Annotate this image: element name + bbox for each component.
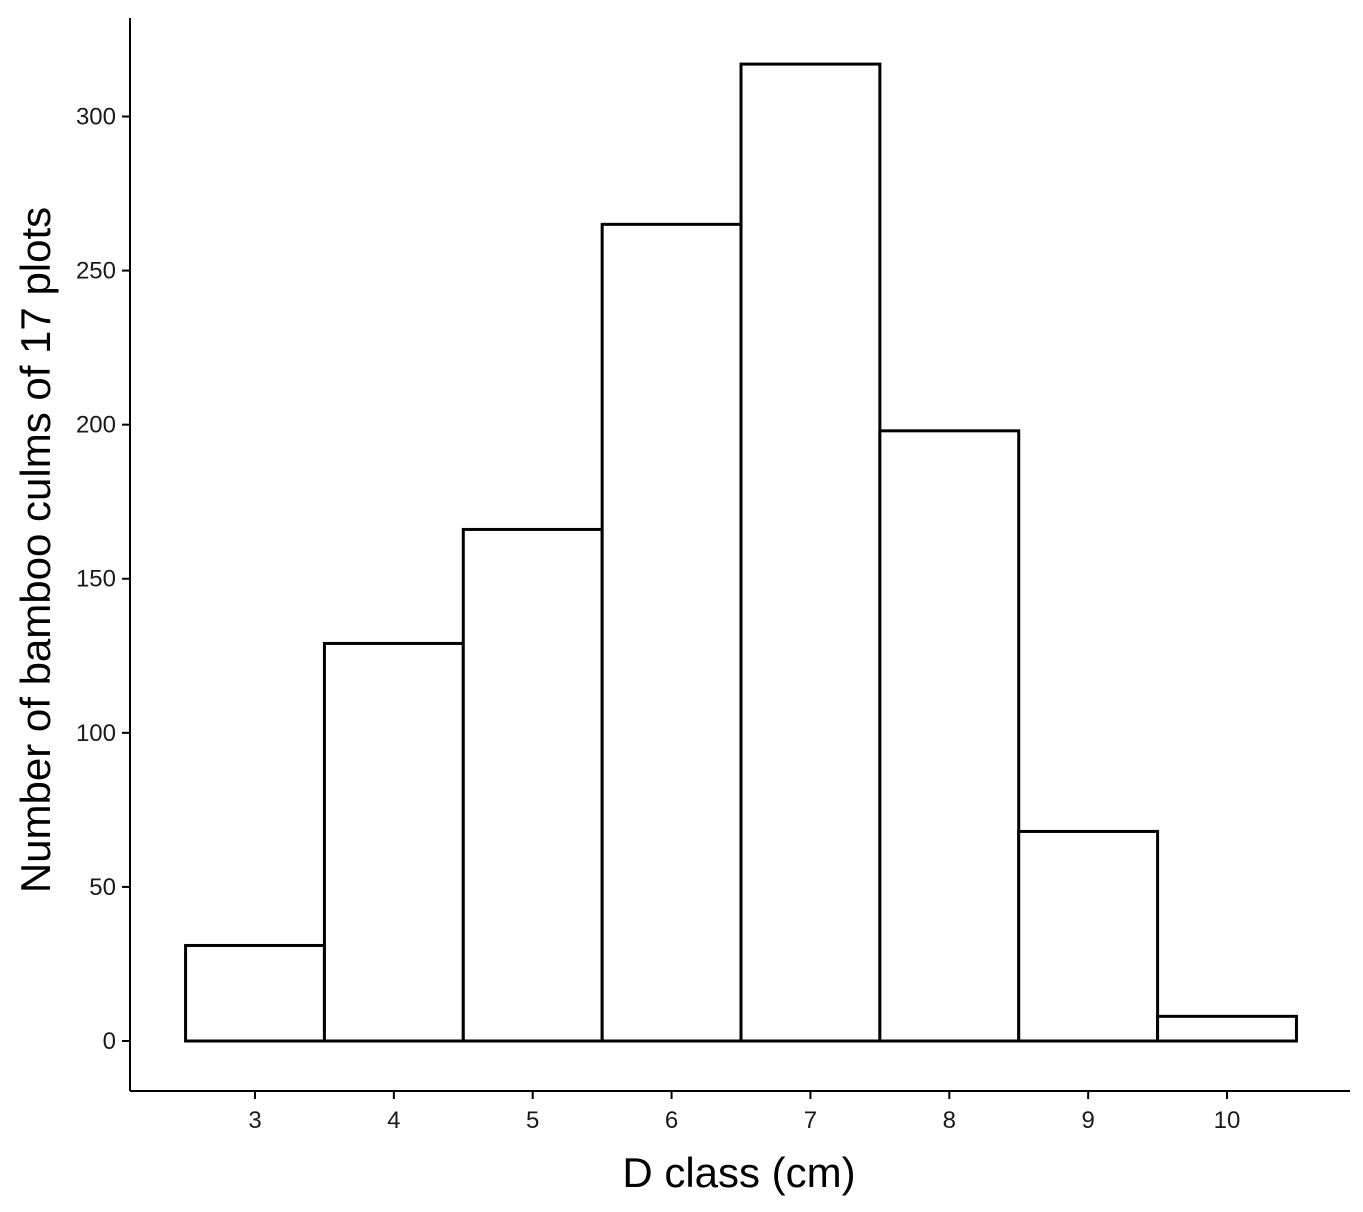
y-tick-label-0: 0 bbox=[103, 1028, 116, 1055]
y-tick-label-50: 50 bbox=[89, 874, 116, 901]
bar-9 bbox=[1017, 829, 1160, 1043]
bar-6 bbox=[600, 222, 743, 1043]
x-tick-label-8: 8 bbox=[943, 1107, 956, 1134]
y-tick-label-250: 250 bbox=[76, 258, 116, 285]
y-axis-title: Number of bamboo culms of 17 plots bbox=[12, 207, 59, 893]
y-tick-label-200: 200 bbox=[76, 412, 116, 439]
x-tick-label-10: 10 bbox=[1214, 1107, 1241, 1134]
x-tick-label-4: 4 bbox=[387, 1107, 400, 1134]
bar-7 bbox=[739, 62, 882, 1043]
bar-8 bbox=[878, 429, 1021, 1043]
bars bbox=[184, 62, 1298, 1043]
bar-3 bbox=[184, 943, 326, 1043]
y-tick-label-100: 100 bbox=[76, 720, 116, 747]
y-tick-label-150: 150 bbox=[76, 566, 116, 593]
bar-4 bbox=[322, 641, 465, 1043]
x-tick-label-7: 7 bbox=[804, 1107, 817, 1134]
plot-area: 0 50 100 150 200 250 300 3 4 5 6 7 8 9 10 bbox=[76, 18, 1350, 1134]
x-tick-label-6: 6 bbox=[665, 1107, 678, 1134]
bar-10 bbox=[1156, 1014, 1298, 1043]
x-tick-label-5: 5 bbox=[526, 1107, 539, 1134]
bar-5 bbox=[461, 527, 604, 1043]
x-tick-label-9: 9 bbox=[1081, 1107, 1094, 1134]
x-axis-title: D class (cm) bbox=[622, 1149, 855, 1196]
y-tick-label-300: 300 bbox=[76, 103, 116, 130]
y-axis-ticks: 0 50 100 150 200 250 300 bbox=[76, 103, 130, 1055]
x-axis-ticks: 3 4 5 6 7 8 9 10 bbox=[248, 1091, 1240, 1134]
x-tick-label-3: 3 bbox=[248, 1107, 261, 1134]
